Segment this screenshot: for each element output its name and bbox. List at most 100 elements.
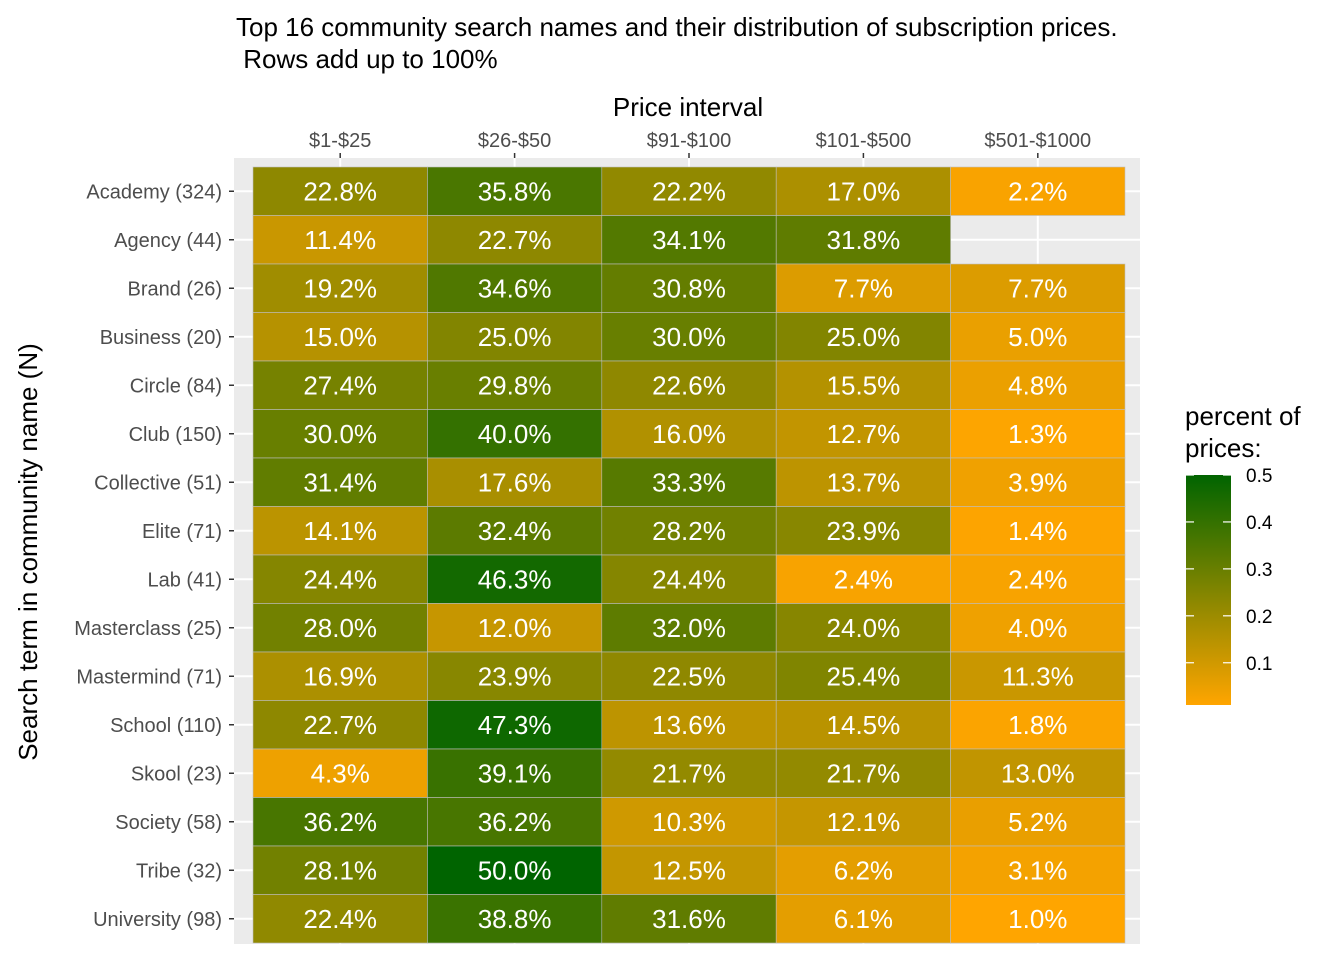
heatmap-cell <box>775 166 951 216</box>
cell-value-label: 7.7% <box>834 273 893 303</box>
heatmap-cell <box>601 700 777 750</box>
heatmap-cell <box>601 457 777 507</box>
heatmap-cell <box>950 506 1126 556</box>
cell-value-label: 25.0% <box>827 322 901 352</box>
cell-value-label: 27.4% <box>303 370 377 400</box>
heatmap-cell <box>950 845 1126 895</box>
cell-value-label: 23.9% <box>478 661 552 691</box>
cell-value-label: 15.5% <box>827 370 901 400</box>
chart-title-line-2: Rows add up to 100% <box>236 44 498 74</box>
heatmap-cell <box>950 312 1126 362</box>
cell-value-label: 33.3% <box>652 467 726 497</box>
heatmap-cell <box>601 797 777 847</box>
cell-value-label: 31.8% <box>827 225 901 255</box>
cell-value-label: 46.3% <box>478 564 552 594</box>
cell-value-label: 30.0% <box>652 322 726 352</box>
cell-value-label: 4.0% <box>1008 613 1067 643</box>
cell-value-label: 30.0% <box>303 419 377 449</box>
heatmap-cell <box>252 845 428 895</box>
heatmap-cell <box>775 700 951 750</box>
x-tick-label: $1-$25 <box>309 130 371 152</box>
y-tick-label: Brand (26) <box>128 278 223 300</box>
heatmap-cell <box>950 894 1126 944</box>
y-tick-label: School (110) <box>110 715 222 737</box>
heatmap-cell <box>252 651 428 701</box>
heatmap-cell <box>950 360 1126 410</box>
heatmap-cell <box>252 748 428 798</box>
cell-value-label: 25.0% <box>478 322 552 352</box>
legend-tick-label: 0.1 <box>1246 654 1272 675</box>
y-tick-label: Circle (84) <box>130 375 222 397</box>
cell-value-label: 31.6% <box>652 904 726 934</box>
cell-value-label: 2.4% <box>834 564 893 594</box>
heatmap-cell <box>252 215 428 265</box>
heatmap-cell <box>427 312 603 362</box>
cell-value-label: 12.0% <box>478 613 552 643</box>
cell-value-label: 1.4% <box>1008 516 1067 546</box>
cell-value-label: 34.6% <box>478 273 552 303</box>
cell-value-label: 13.6% <box>652 710 726 740</box>
heatmap-cell <box>775 554 951 604</box>
heatmap-cell <box>427 651 603 701</box>
legend-color-bar <box>1186 475 1231 705</box>
cell-value-label: 29.8% <box>478 370 552 400</box>
heatmap-cell <box>601 894 777 944</box>
heatmap-cell <box>775 457 951 507</box>
heatmap-cell <box>775 845 951 895</box>
cell-value-label: 36.2% <box>478 807 552 837</box>
cell-value-label: 17.0% <box>827 176 901 206</box>
chart-title: Top 16 community search names and their … <box>236 12 1118 74</box>
cell-value-label: 15.0% <box>303 322 377 352</box>
cell-value-label: 34.1% <box>652 225 726 255</box>
cell-value-label: 31.4% <box>303 467 377 497</box>
heatmap-cell <box>601 651 777 701</box>
x-axis-title: Price interval <box>613 92 763 122</box>
cell-value-label: 24.0% <box>827 613 901 643</box>
cell-value-label: 21.7% <box>827 758 901 788</box>
y-tick-label: Collective (51) <box>94 472 222 494</box>
legend-tick-label: 0.3 <box>1246 560 1272 581</box>
cell-value-label: 11.4% <box>304 225 376 255</box>
heatmap-cell <box>252 312 428 362</box>
heatmap-cell <box>950 603 1126 653</box>
cell-value-label: 24.4% <box>652 564 726 594</box>
heatmap-cell <box>950 651 1126 701</box>
cell-value-label: 19.2% <box>303 273 377 303</box>
legend-title-line-2: prices: <box>1185 433 1262 463</box>
y-tick-label: Tribe (32) <box>136 860 222 882</box>
y-tick-label: Club (150) <box>129 424 222 446</box>
heatmap-cell <box>427 215 603 265</box>
cell-value-label: 2.2% <box>1008 176 1067 206</box>
legend-ticks: 0.1 0.2 0.3 0.4 0.5 <box>1186 466 1273 675</box>
heatmap-cell <box>252 457 428 507</box>
heatmap-cell <box>601 748 777 798</box>
x-tick-label: $501-$1000 <box>984 130 1091 152</box>
heatmap-cell <box>427 845 603 895</box>
heatmap-cell <box>427 360 603 410</box>
x-tick-label: $91-$100 <box>647 130 732 152</box>
heatmap-cell <box>950 700 1126 750</box>
cell-value-label: 22.7% <box>478 225 552 255</box>
heatmap-cells <box>252 166 1126 944</box>
cell-value-label: 12.1% <box>827 807 901 837</box>
heatmap-cell <box>252 894 428 944</box>
y-tick-label: Society (58) <box>115 812 222 834</box>
cell-value-label: 6.2% <box>834 855 893 885</box>
cell-value-label: 5.2% <box>1008 807 1067 837</box>
heatmap-cell <box>427 554 603 604</box>
cell-value-label: 38.8% <box>478 904 552 934</box>
cell-value-label: 10.3% <box>652 807 726 837</box>
heatmap-cell <box>775 263 951 313</box>
cell-value-label: 4.3% <box>311 758 370 788</box>
cell-value-label: 36.2% <box>303 807 377 837</box>
heatmap-cell <box>601 215 777 265</box>
cell-value-label: 21.7% <box>652 758 726 788</box>
cell-value-label: 32.4% <box>478 516 552 546</box>
heatmap-cell <box>252 263 428 313</box>
cell-value-label: 16.0% <box>652 419 726 449</box>
cell-value-label: 28.0% <box>303 613 377 643</box>
legend-tick-label: 0.5 <box>1246 466 1272 487</box>
cell-value-label: 35.8% <box>478 176 552 206</box>
heatmap-cell <box>252 166 428 216</box>
cell-value-label: 3.1% <box>1008 855 1067 885</box>
